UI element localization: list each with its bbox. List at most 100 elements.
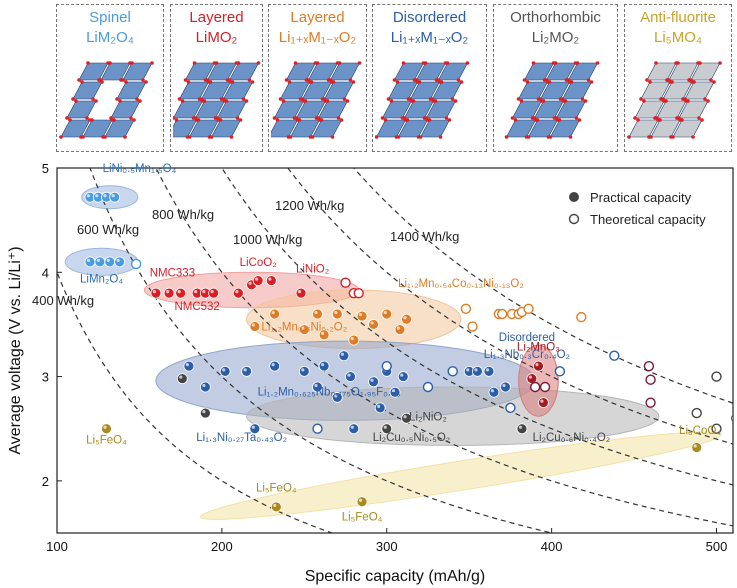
x-tick-label: 300 xyxy=(376,539,398,554)
series-li-rich-practical xyxy=(249,308,412,346)
data-point-theoretical xyxy=(645,397,656,408)
data-point-theoretical xyxy=(467,321,478,332)
data-point xyxy=(488,386,500,398)
data-point xyxy=(219,365,231,377)
structure-title: Orthorhombic xyxy=(510,9,601,26)
annotation-label: Li₁.₃Nb₀.₃Cr₀.₄O₂ xyxy=(484,349,570,361)
data-point-theoretical xyxy=(523,303,534,314)
series-layered-theoretical xyxy=(340,277,364,299)
x-tick-label: 100 xyxy=(46,539,68,554)
data-point-highlight xyxy=(383,425,387,429)
data-point xyxy=(150,287,162,299)
data-point xyxy=(394,324,406,336)
data-point-highlight xyxy=(334,310,338,315)
data-point-highlight xyxy=(152,290,157,294)
series-disordered-practical xyxy=(183,350,511,435)
data-point xyxy=(270,501,282,513)
series-li2mno3-theoretical xyxy=(529,360,656,408)
annotation-label: NMC333 xyxy=(150,267,195,279)
legend-practical-label: Practical capacity xyxy=(590,190,692,205)
data-point-theoretical xyxy=(576,311,587,323)
structure-formula: Li₁₊ₓM₁₋ₓO₂ xyxy=(390,29,469,46)
data-point-highlight xyxy=(321,363,325,367)
data-point xyxy=(338,350,350,362)
data-point xyxy=(176,373,188,385)
data-point-highlight xyxy=(396,326,401,330)
data-point xyxy=(101,423,112,435)
structure-formula: Li₅MO₄ xyxy=(653,29,702,46)
data-point-highlight xyxy=(86,258,91,262)
data-point xyxy=(208,287,220,299)
data-point-theoretical xyxy=(529,381,541,393)
data-point-highlight xyxy=(185,363,190,367)
data-point-highlight xyxy=(340,352,344,356)
data-point-highlight xyxy=(166,290,170,294)
data-point-highlight xyxy=(103,425,107,429)
data-point-highlight xyxy=(474,368,478,372)
data-point xyxy=(691,442,703,453)
data-point-highlight xyxy=(177,290,181,294)
data-point-theoretical xyxy=(691,407,702,419)
data-point-highlight xyxy=(243,368,247,372)
structure-panel-anti-fluorite: Anti-fluorite Li₅MO₄ xyxy=(624,4,732,152)
crystal-structure-illustration xyxy=(59,61,154,139)
data-point xyxy=(348,334,360,346)
data-point xyxy=(312,308,323,320)
annotation-label: LiNiO₂ xyxy=(296,263,329,275)
data-point-highlight xyxy=(403,415,407,419)
data-point xyxy=(104,256,116,268)
data-point xyxy=(401,313,412,325)
data-point-theoretical xyxy=(645,374,656,385)
annotation-label: Li₂Cu₀.₅Ni₀.₅O₂ xyxy=(373,432,451,444)
crystal-structure-illustration xyxy=(271,61,362,139)
data-point xyxy=(533,360,544,372)
structure-title: Anti-fluorite xyxy=(640,9,716,26)
data-point-highlight xyxy=(383,310,387,315)
structure-formula: LiM₂O₄ xyxy=(86,29,134,46)
data-point-highlight xyxy=(528,375,532,379)
y-tick-label: 3 xyxy=(42,370,49,385)
data-point xyxy=(374,402,386,414)
data-point-highlight xyxy=(268,277,272,281)
data-point-theoretical xyxy=(643,360,655,372)
data-point xyxy=(295,287,307,299)
data-point-highlight xyxy=(301,326,305,330)
annotation-label: Li₅FeO₄ xyxy=(256,482,297,494)
data-point-highlight xyxy=(502,383,506,388)
data-point-highlight xyxy=(202,409,206,414)
annotation-label: Li₁.₃Ni₀.₂₇Ta₀.₄₃O₂ xyxy=(196,432,287,444)
structure-formula: Li₁₊ₓM₁₋ₓO₂ xyxy=(278,29,357,46)
contour-label: 800 Wh/kg xyxy=(152,207,214,222)
data-point-theoretical xyxy=(312,423,323,434)
series-li-rich-theoretical xyxy=(460,303,587,332)
data-point-highlight xyxy=(251,425,255,429)
data-point xyxy=(318,360,330,372)
data-point xyxy=(199,407,211,419)
data-point-theoretical xyxy=(609,350,620,361)
data-point-highlight xyxy=(350,425,354,429)
data-point-highlight xyxy=(194,290,198,294)
data-point-highlight xyxy=(314,383,318,388)
structure-panel-layered: Layered LiMO₂ xyxy=(170,4,263,152)
data-point xyxy=(298,365,310,377)
plot-frame xyxy=(56,167,734,534)
data-point-highlight xyxy=(116,258,120,262)
series-orthorhombic-practical xyxy=(176,373,528,435)
data-point xyxy=(183,360,195,372)
annotation-label: Li₂Cu₀.₆Ni₀.₄O₂ xyxy=(533,432,611,444)
data-point-theoretical xyxy=(130,258,142,270)
series-layered-practical xyxy=(150,275,307,299)
data-point xyxy=(109,191,121,203)
data-point xyxy=(381,308,393,320)
data-point xyxy=(114,256,126,268)
data-point xyxy=(397,371,409,382)
data-point-highlight xyxy=(350,336,354,341)
contour-label: 1400 Wh/kg xyxy=(390,229,459,244)
data-point-highlight xyxy=(255,277,259,281)
data-point xyxy=(472,365,483,377)
data-point-theoretical xyxy=(539,381,551,393)
data-point xyxy=(163,287,175,299)
y-tick-label: 5 xyxy=(42,161,49,176)
crystal-structure-illustration xyxy=(173,61,261,139)
